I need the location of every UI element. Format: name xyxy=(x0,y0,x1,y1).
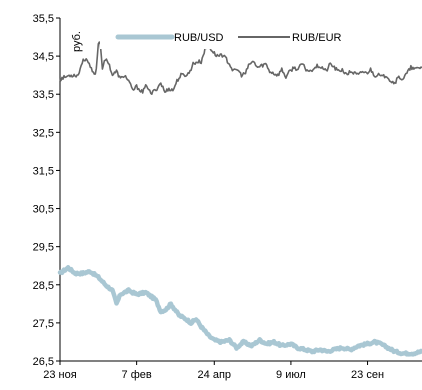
x-tick-label: 23 ноя xyxy=(43,369,76,381)
y-tick-label: 32,5 xyxy=(33,127,54,139)
chart-axes xyxy=(56,17,422,365)
x-tick-label: 23 сен xyxy=(351,369,384,381)
x-tick-label: 7 фев xyxy=(122,369,152,381)
y-axis-tick-labels: 35,5 34,5 33,5 32,5 31,5 30,5 29,5 28,5 27,5 26,5 xyxy=(33,13,54,368)
series-layer xyxy=(57,41,422,357)
series-line-rub-usd xyxy=(57,265,422,357)
y-tick-label: 29,5 xyxy=(33,242,54,254)
x-tick-label: 24 апр xyxy=(198,369,231,381)
x-axis-tick-labels: 23 ноя 7 фев 24 апр 9 июл 23 сен xyxy=(43,369,384,381)
legend: RUB/USD RUB/EUR xyxy=(100,25,342,49)
y-tick-label: 28,5 xyxy=(33,280,54,292)
y-tick-label: 30,5 xyxy=(33,204,54,216)
y-unit-label: руб. xyxy=(71,31,83,52)
legend-label-rub-eur: RUB/EUR xyxy=(292,32,342,44)
y-tick-label: 31,5 xyxy=(33,165,54,177)
x-tick-label: 9 июл xyxy=(276,369,306,381)
legend-label-rub-usd: RUB/USD xyxy=(174,32,224,44)
y-tick-label: 34,5 xyxy=(33,51,54,63)
y-tick-label: 35,5 xyxy=(33,13,54,25)
y-tick-label: 27,5 xyxy=(33,318,54,330)
series-line-rub-eur xyxy=(59,41,422,95)
y-tick-label: 33,5 xyxy=(33,89,54,101)
y-tick-label: 26,5 xyxy=(33,356,54,368)
